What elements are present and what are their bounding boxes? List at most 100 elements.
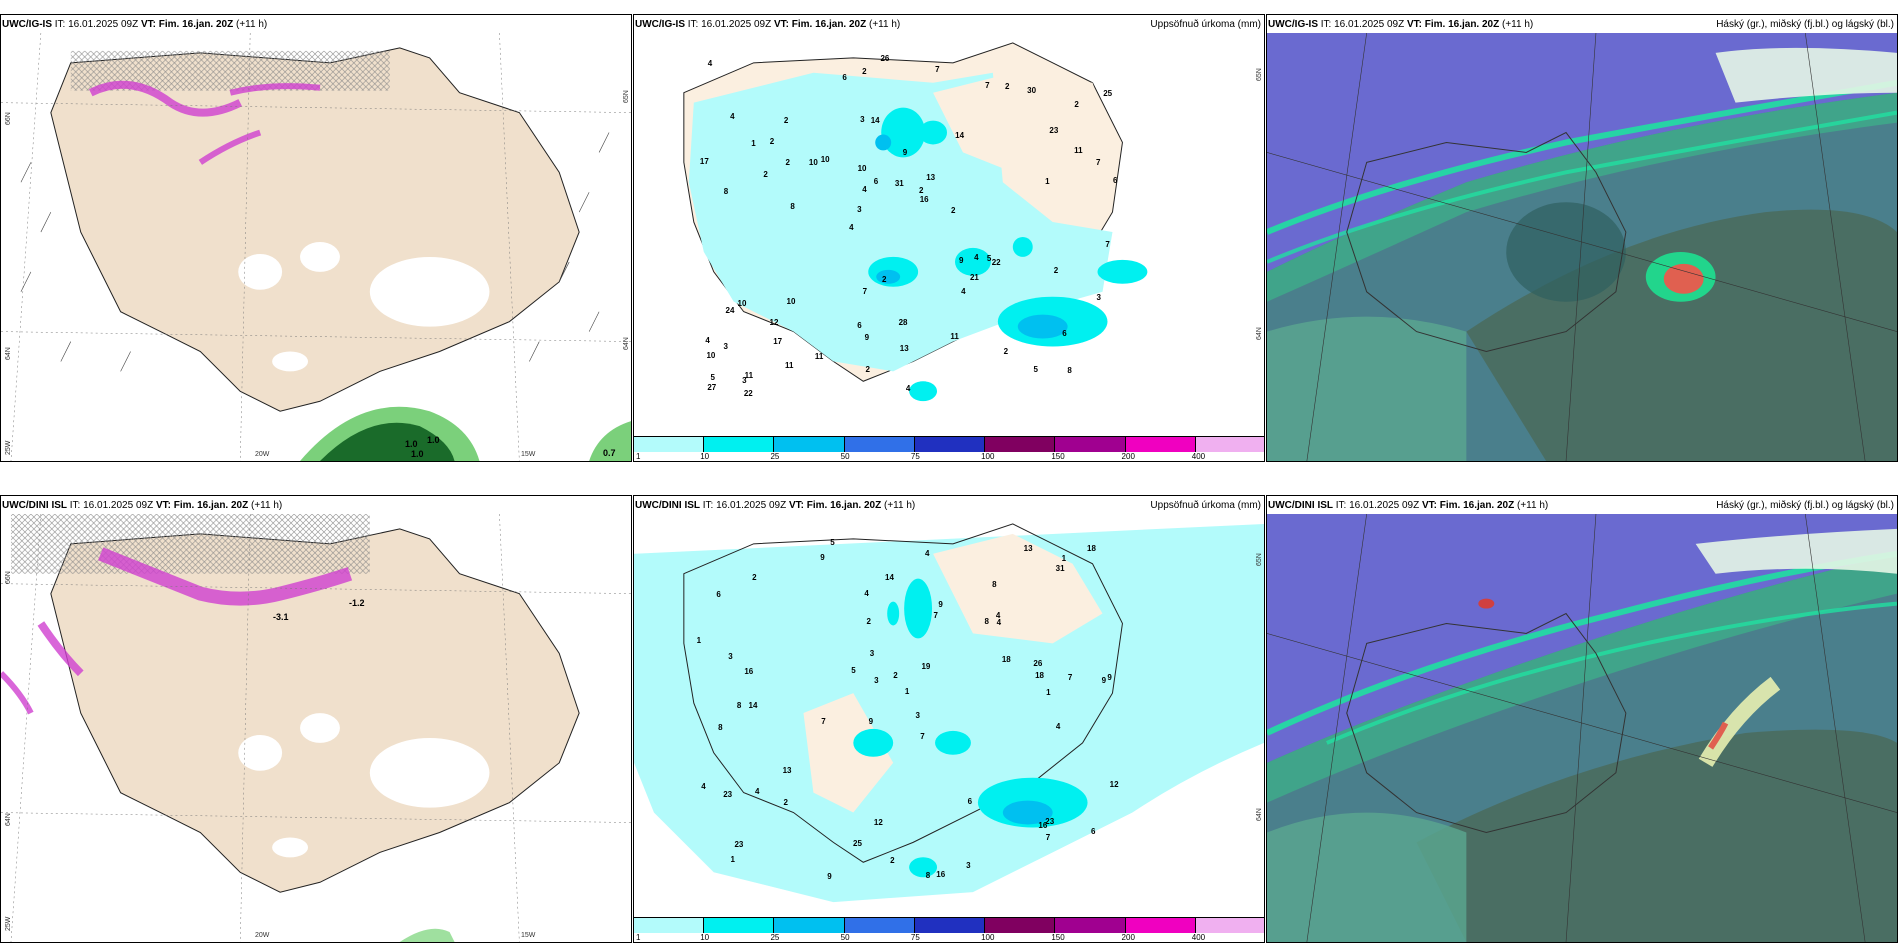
colorbar-tick-label: 100 (981, 452, 995, 461)
precip-value: 14 (748, 701, 758, 711)
precip-value: 3 (728, 651, 733, 661)
precip-value: 4 (974, 253, 979, 263)
precip-value: 30 (1027, 85, 1037, 95)
precip-value: 1 (751, 139, 756, 149)
lat-label-64: 64N (5, 813, 12, 826)
colorbar-swatch (1055, 437, 1126, 452)
precip-value: 23 (734, 839, 744, 849)
precip-value: 1 (1061, 553, 1067, 563)
precip-value: 16 (936, 870, 946, 880)
precip-map (634, 514, 1264, 917)
precip-value: 7 (985, 80, 990, 90)
precip-value: 14 (870, 116, 880, 126)
panel-bottom-mid-precip: UWC/DINI ISL IT: 16.01.2025 09Z VT: Fim.… (633, 495, 1265, 943)
lon-label-20: 20W (255, 451, 270, 458)
precip-value: 3 (874, 676, 879, 686)
precip-value: 3 (742, 376, 747, 386)
precip-value: 3 (869, 648, 875, 658)
colorbar-tick-label: 1 (636, 933, 641, 942)
precip-value: 6 (716, 589, 721, 599)
precip-value: 1 (904, 687, 910, 697)
lon-label-15: 15W (521, 932, 536, 939)
lon-label-25: 25W (5, 440, 12, 455)
precip-value: 21 (969, 273, 979, 283)
precip-value: 16 (744, 666, 754, 676)
precip-value: 12 (1109, 780, 1119, 790)
precip-value: 1 (696, 635, 702, 645)
precip-value: 4 (707, 59, 713, 69)
precip-value: 22 (743, 388, 753, 398)
precip-value: 8 (736, 701, 742, 711)
precip-value: 4 (924, 548, 930, 558)
colorbar-swatch (774, 918, 845, 933)
precip-value: 13 (899, 344, 909, 354)
precip-value: 9 (1107, 672, 1112, 682)
precip-value: 4 (705, 335, 710, 345)
precip-value: 2 (783, 116, 789, 126)
precip-value: 6 (873, 176, 879, 186)
colorbar-swatch (844, 918, 915, 933)
precip-value: 10 (857, 164, 867, 174)
precip-value: 8 (790, 202, 795, 212)
precip-value: 2 (893, 670, 898, 680)
precip-value: 13 (1023, 543, 1033, 553)
colorbar-swatch (1125, 437, 1196, 452)
precip-value: 18 (1035, 671, 1045, 681)
precip-colorbar: 1 10 25 50 75 100 150 200 400 (634, 436, 1264, 461)
precip-value: 17 (773, 336, 783, 346)
colorbar-swatch (774, 437, 845, 452)
panel-title: UWC/IG-IS IT: 16.01.2025 09Z VT: Fim. 16… (1268, 19, 1534, 30)
lat-label-65-right: 65N (1256, 553, 1263, 566)
lat-label-64: 64N (5, 347, 12, 360)
precip-value: 8 (992, 579, 997, 589)
precip-value: 2 (862, 66, 867, 76)
precip-value: 13 (926, 172, 936, 182)
precip-value: 12 (769, 318, 779, 328)
colorbar-swatch (985, 437, 1056, 452)
precip-value: 2 (919, 185, 924, 195)
cloud-map (1267, 514, 1897, 942)
precip-value: 2 (1005, 82, 1010, 92)
colorbar-swatch (985, 918, 1056, 933)
precip-value: 12 (873, 818, 883, 828)
panel-bottom-left-wind: UWC/DINI ISL IT: 16.01.2025 09Z VT: Fim.… (0, 495, 632, 943)
precip-value: 8 (718, 723, 723, 733)
lon-label-25: 25W (5, 916, 12, 931)
colorbar-swatch (704, 918, 775, 933)
precip-value: 9 (938, 600, 943, 610)
colorbar-tick-label: 75 (910, 933, 920, 942)
precip-map (634, 33, 1264, 436)
colorbar-tick-label: 400 (1191, 452, 1206, 461)
precip-value: 8 (984, 616, 989, 626)
precip-value: 7 (821, 716, 826, 726)
precip-value: 3 (857, 204, 862, 214)
lat-label-65-right: 65N (1256, 68, 1263, 81)
precip-value: 4 (864, 588, 869, 598)
panel-title: UWC/IG-IS IT: 16.01.2025 09Z VT: Fim. 16… (635, 19, 901, 30)
panel-title: UWC/DINI ISL IT: 16.01.2025 09Z VT: Fim.… (635, 500, 916, 511)
colorbar-swatch (1195, 437, 1264, 452)
panel-subtitle: Uppsöfnuð úrkoma (mm) (1150, 19, 1261, 30)
colorbar-tick-label: 50 (840, 452, 850, 461)
precip-value: 9 (827, 871, 832, 881)
precip-value: 4 (996, 617, 1002, 627)
precip-value: 26 (1033, 658, 1043, 668)
precip-value: 1 (1045, 177, 1050, 187)
precip-value: 4 (961, 286, 966, 296)
precip-value: 11 (814, 352, 824, 362)
precip-value: 23 (1045, 816, 1055, 826)
precip-value: 2 (1003, 347, 1009, 357)
precip-value-labels: 8 8 2 4 14 11 3 9 10 10 10 17 14 13 22 4 2 6 9 11 3 6 4 2 7 10 5 6 5… (634, 33, 1264, 436)
colorbar-tick-label: 25 (770, 452, 780, 461)
precip-value: 9 (958, 255, 964, 265)
precip-value: 2 (763, 169, 768, 179)
precip-colorbar: 1 10 25 50 75 100 150 200 400 (634, 917, 1264, 942)
precip-value: 10 (786, 296, 796, 306)
panel-top-mid-precip: UWC/IG-IS IT: 16.01.2025 09Z VT: Fim. 16… (633, 14, 1265, 462)
precip-value: 28 (898, 318, 908, 328)
panel-title: UWC/DINI ISL IT: 16.01.2025 09Z VT: Fim.… (1268, 500, 1549, 511)
precip-value: 6 (1113, 176, 1118, 186)
precip-value: 22 (991, 257, 1001, 267)
precip-value: 6 (1062, 328, 1067, 338)
precip-value: 11 (1074, 146, 1083, 156)
